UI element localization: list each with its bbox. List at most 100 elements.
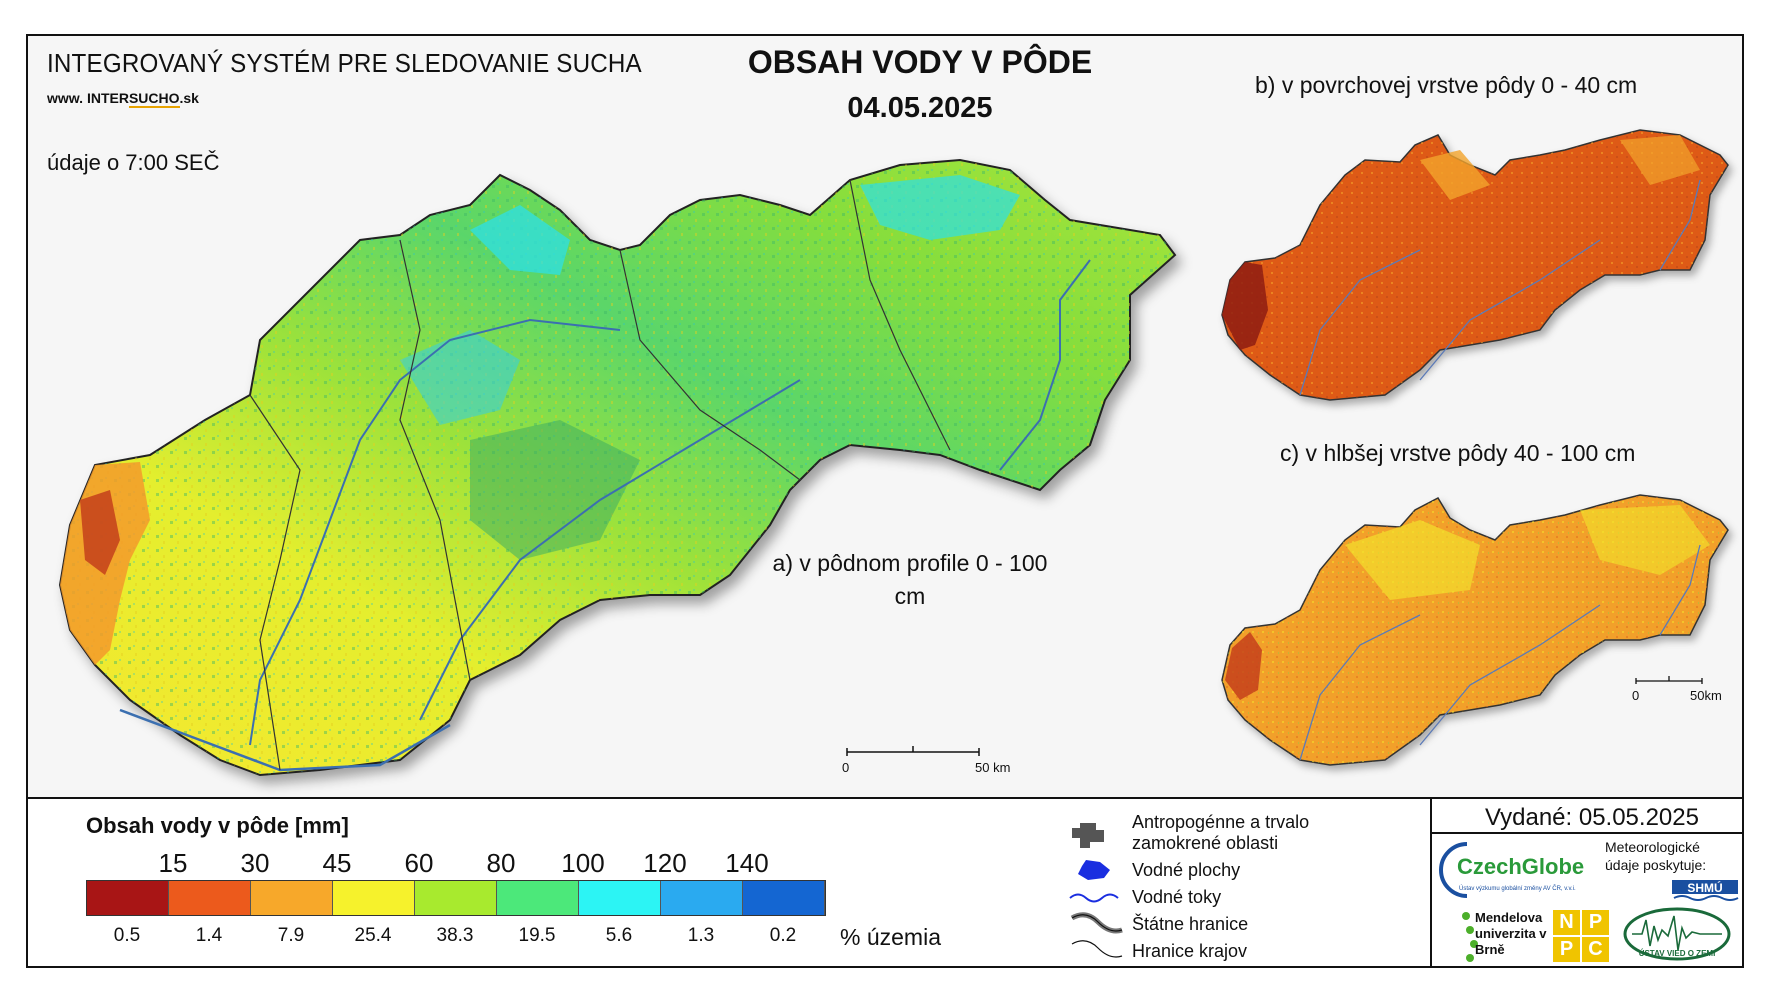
river-east [999, 259, 1091, 471]
czechglobe-text: CzechGlobe [1457, 854, 1584, 879]
very-dry-area-west [80, 490, 120, 575]
map-b-moist-east [1620, 135, 1700, 185]
color-class-9 [743, 881, 825, 915]
percent-label: 19.5 [518, 925, 556, 946]
region-border-1 [249, 394, 301, 771]
czechglobe-sub: Ústav výzkumu globální změny AV ČR, v.v.… [1459, 885, 1576, 892]
map-c-dry-west [1225, 632, 1262, 700]
nppc-letter: P [1553, 937, 1580, 962]
percent-label: 1.3 [687, 925, 715, 946]
state-border-inner-icon [1071, 914, 1123, 932]
shmu-logo: SHMÚ [1672, 880, 1739, 901]
uvz-logo: ÚSTAV VIED O ZEMI [1623, 907, 1731, 961]
map-c-rivers [1299, 544, 1701, 761]
color-scale-bar [86, 880, 826, 916]
percent-label: 0.5 [113, 925, 141, 946]
legend-state-border: Štátne hranice [1132, 914, 1249, 934]
color-class-2 [169, 881, 251, 915]
page-date: 04.05.2025 [847, 92, 993, 124]
green-area-central [470, 420, 640, 560]
map-c-moist-east [1580, 505, 1710, 575]
url-part2: SUCHO [128, 90, 180, 108]
map-b-moist-north [1420, 150, 1490, 200]
scale-small-end: 50km [1690, 688, 1722, 703]
url-part1: INTER [86, 90, 129, 106]
wet-area-central [400, 330, 520, 425]
threshold-label: 15 [158, 848, 188, 878]
color-class-7 [579, 881, 661, 915]
river-vah [249, 318, 621, 746]
mendel-university-text: Mendelova univerzita v Brně [1475, 910, 1547, 957]
map-c-moist-north [1345, 520, 1480, 600]
percent-label: 25.4 [354, 925, 392, 946]
anthropogenic-icon [1072, 823, 1104, 848]
threshold-label: 120 [643, 848, 687, 878]
nppc-letter: C [1582, 937, 1609, 962]
nppc-letter: N [1553, 910, 1580, 935]
threshold-label: 60 [404, 848, 434, 878]
color-class-4 [333, 881, 415, 915]
scale-bar-small [1635, 676, 1703, 684]
color-class-5 [415, 881, 497, 915]
river-hron [419, 379, 801, 721]
percent-label: 1.4 [195, 925, 223, 946]
scale-main-zero: 0 [842, 760, 850, 775]
uvz-text: ÚSTAV VIED O ZEMI [1639, 949, 1716, 958]
map-b-texture [1222, 130, 1728, 400]
region-border-4 [849, 179, 951, 451]
color-class-1 [87, 881, 169, 915]
color-class-3 [251, 881, 333, 915]
threshold-label: 45 [322, 848, 352, 878]
shmu-text: SHMÚ [1687, 880, 1722, 895]
color-class-8 [661, 881, 743, 915]
region-border-2 [399, 239, 471, 681]
mendel-dots-icon [1462, 912, 1478, 962]
url-prefix: www. [47, 90, 84, 106]
wet-area-north [470, 205, 570, 275]
percent-label: 5.6 [605, 925, 633, 946]
nppc-logo: N P P C [1553, 910, 1609, 962]
percent-label: 38.3 [436, 925, 474, 946]
stream-icon [1069, 893, 1119, 903]
legend-region-border: Hranice krajov [1132, 941, 1248, 961]
legend-streams: Vodné toky [1132, 887, 1222, 907]
map-c-label: c) v hlbšej vrstve pôdy 40 - 100 cm [1280, 440, 1636, 466]
legend-water-bodies: Vodné plochy [1132, 860, 1241, 880]
czechglobe-logo: CzechGlobe Ústav výzkumu globální změny … [1439, 842, 1584, 898]
nppc-letter: P [1582, 910, 1609, 935]
scale-bar-main [846, 746, 980, 756]
threshold-label: 80 [486, 848, 516, 878]
system-title: INTEGROVANÝ SYSTÉM PRE SLEDOVANIE SUCHA [47, 48, 642, 78]
map-c-texture [1222, 495, 1728, 765]
region-border-icon [1071, 940, 1123, 958]
water-body-icon [1078, 860, 1110, 880]
state-border-icon [1070, 912, 1123, 934]
threshold-label: 30 [240, 848, 270, 878]
page-title: OBSAH VODY V PÔDE [747, 44, 1093, 80]
url-suffix: .sk [179, 90, 199, 106]
percent-label: 7.9 [277, 925, 305, 946]
scale-small-zero: 0 [1632, 688, 1640, 703]
legend-anthropogenic-text: Antropogénne a trvalo zamokrené oblasti [1132, 812, 1310, 853]
map-b-rivers [1299, 179, 1701, 396]
map-a-label: a) v pôdnom profile 0 - 100 cm [772, 550, 1048, 609]
scale-main-end: 50 km [975, 760, 1011, 775]
region-border-3 [619, 249, 801, 481]
threshold-label: 140 [725, 848, 769, 878]
meteo-provider-text: Meteorologické údaje poskytuje: [1605, 839, 1707, 873]
website-url[interactable]: www. INTERSUCHO.sk [47, 90, 199, 108]
map-b-very-dry-west [1222, 262, 1268, 350]
wet-area-tatras [860, 175, 1020, 240]
legend-title: Obsah vody v pôde [mm] [86, 813, 349, 838]
map-b-label: b) v povrchovej vrstve pôdy 0 - 40 cm [1255, 72, 1638, 98]
color-class-6 [497, 881, 579, 915]
threshold-label: 100 [561, 848, 605, 878]
issued-divider [1430, 832, 1744, 834]
percent-unit: % územia [840, 924, 941, 950]
legend-divider [1430, 797, 1432, 968]
data-time: údaje o 7:00 SEČ [47, 150, 220, 175]
